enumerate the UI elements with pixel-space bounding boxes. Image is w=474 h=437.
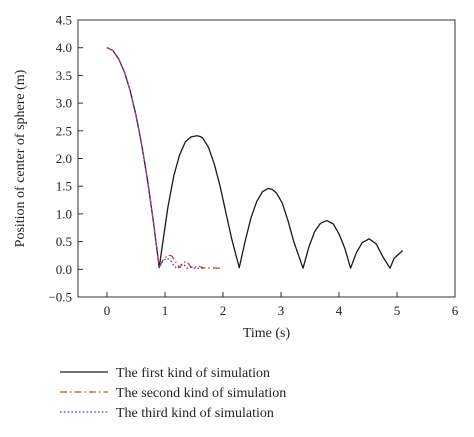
y-tick-label: 4.0 [56,40,72,55]
y-axis-label: Position of center of sphere (m) [13,69,28,247]
series-line-1 [106,47,404,269]
y-tick-label: 1.0 [56,206,72,221]
legend-label-1: The first kind of simulation [116,366,270,381]
legend-label-2: The second kind of simulation [116,386,286,401]
series-line-2 [106,47,223,269]
y-tick-label: 3.0 [56,96,72,111]
x-tick-label: 1 [162,303,169,318]
y-tick-label: 3.5 [56,68,72,83]
x-axis-label: Time (s) [243,326,291,341]
y-tick-label: 0.5 [56,234,72,249]
legend: The first kind of simulation The second k… [60,366,286,421]
x-tick-label: 3 [278,303,285,318]
y-tick-label: 1.5 [56,179,72,194]
y-tick-label: 0.0 [56,262,72,277]
x-tick-label: 5 [394,303,401,318]
x-tick-label: 0 [104,303,111,318]
y-tick-label: 4.5 [56,13,72,28]
x-tick-label: 6 [452,303,459,318]
y-tick-label: 2.5 [56,123,72,138]
y-tick-label: −0.5 [48,290,72,305]
series-line-3 [106,47,203,269]
y-tick-label: 2.0 [56,151,72,166]
x-tick-label: 4 [336,303,343,318]
plot-frame [77,19,456,298]
legend-label-3: The third kind of simulation [116,406,274,421]
x-tick-label: 2 [220,303,227,318]
